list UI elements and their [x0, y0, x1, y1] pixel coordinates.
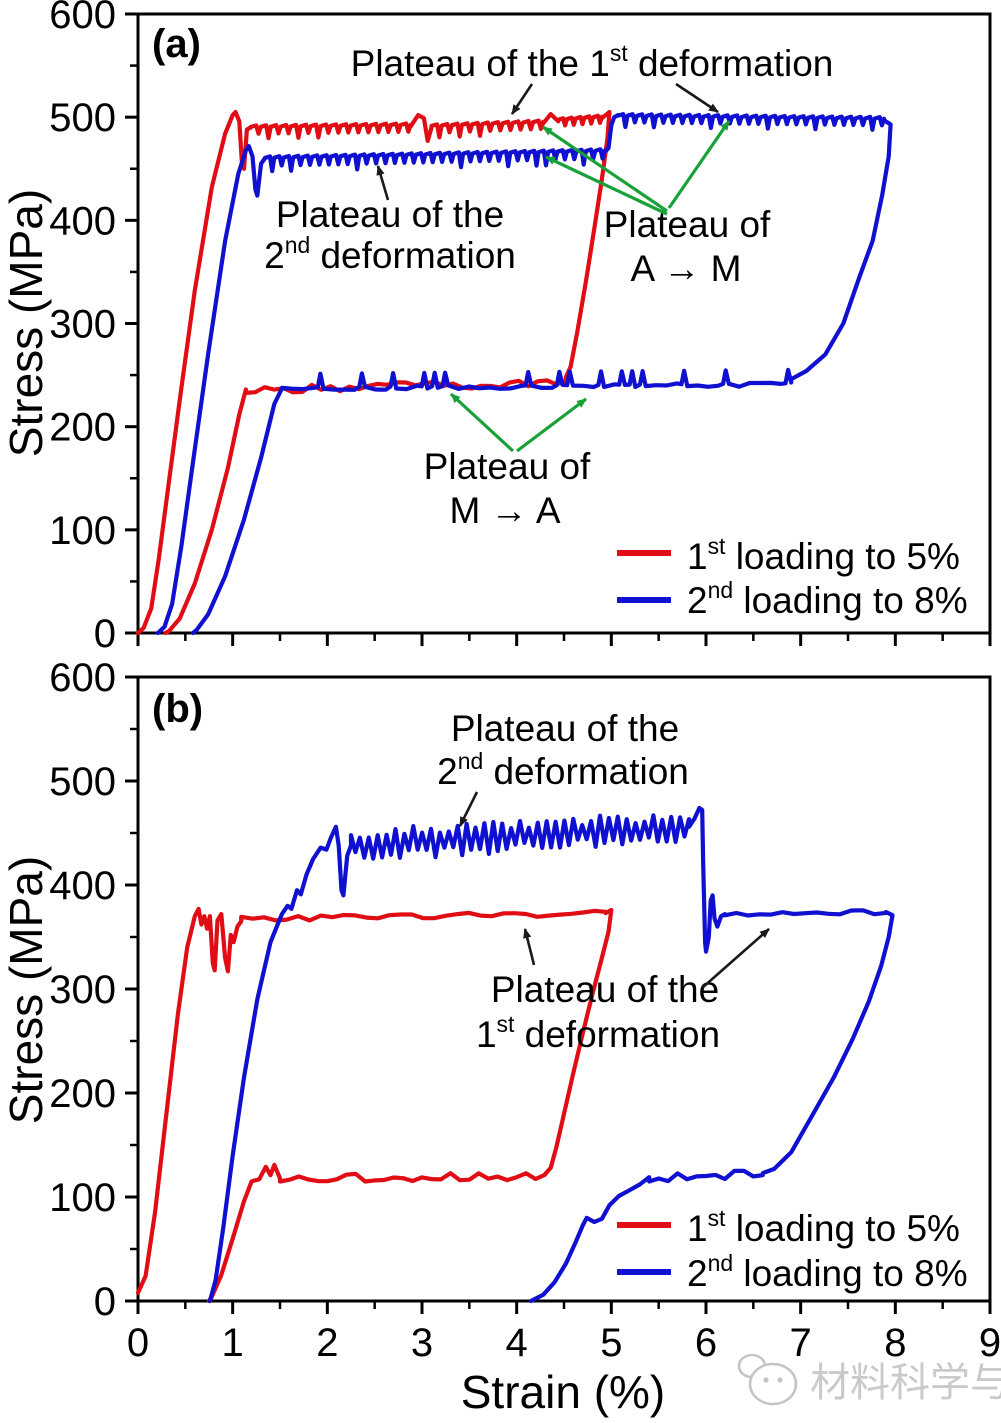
annotation-text-a: A → M: [630, 248, 741, 289]
curve-b-2nd-loading: [207, 805, 895, 1304]
watermark-text: 材料科学与工程: [810, 1361, 1001, 1405]
legend-label: 1st loading to 5%: [687, 533, 960, 577]
y-tick-label: 300: [49, 968, 116, 1012]
annotation-text-a: Plateau of: [604, 204, 771, 245]
annotation-arrow-b: [701, 928, 770, 989]
x-tick-label: 4: [506, 1321, 528, 1365]
annotation-text-b: Plateau of the: [491, 969, 719, 1010]
curve-a-1st-loading: [135, 109, 612, 636]
annotation-arrow-a: [376, 165, 390, 201]
y-tick-label: 100: [49, 1176, 116, 1220]
x-tick-label: 7: [790, 1321, 812, 1365]
y-tick-label: 400: [49, 199, 116, 243]
x-tick-label: 9: [979, 1321, 1001, 1365]
x-tick-label: 8: [884, 1321, 906, 1365]
annotation-text-a: 2nd deformation: [264, 232, 516, 276]
y-tick-label: 0: [94, 612, 116, 656]
annotation-text-a: Plateau of the 1st deformation: [351, 40, 834, 84]
y-tick-label: 500: [49, 96, 116, 140]
y-tick-label: 0: [94, 1280, 116, 1324]
y-tick-label: 300: [49, 303, 116, 347]
y-tick-label: 500: [49, 760, 116, 804]
y-tick-label: 200: [49, 406, 116, 450]
annotation-text-a: M → A: [449, 490, 560, 531]
y-axis-title-b: Stress (MPa): [0, 856, 52, 1124]
annotation-arrow-b: [458, 791, 479, 827]
annotation-text-b: 2nd deformation: [437, 748, 689, 792]
watermark: 材料科学与工程: [737, 1353, 1001, 1406]
x-tick-label: 6: [695, 1321, 717, 1365]
panel-a-label: (a): [152, 22, 201, 66]
y-tick-label: 200: [49, 1072, 116, 1116]
y-tick-label: 400: [49, 864, 116, 908]
x-tick-label: 2: [316, 1321, 338, 1365]
x-tick-label: 0: [127, 1321, 149, 1365]
x-tick-label: 3: [411, 1321, 433, 1365]
annotation-text-b: 1st deformation: [476, 1011, 720, 1055]
legend-a: 1st loading to 5%2nd loading to 8%: [617, 533, 968, 621]
annotation-arrow-a: [545, 155, 668, 216]
panel-b-ticks: [125, 675, 992, 1314]
annotation-text-b: Plateau of the: [451, 708, 679, 749]
legend-label: 1st loading to 5%: [687, 1205, 960, 1249]
y-tick-label: 600: [49, 656, 116, 700]
panel-b-label: (b): [152, 687, 203, 731]
y-tick-label: 600: [49, 0, 116, 37]
panel-a-ticks: [125, 12, 992, 646]
annotation-arrow-b: [523, 928, 536, 966]
legend-label: 2nd loading to 8%: [687, 577, 968, 621]
x-tick-label: 5: [600, 1321, 622, 1365]
annotation-arrow-a: [542, 125, 668, 213]
y-tick-label: 100: [49, 509, 116, 553]
y-axis-title-a: Stress (MPa): [0, 189, 52, 457]
curve-b-1st-loading: [135, 906, 614, 1304]
x-tick-label: 1: [222, 1321, 244, 1365]
annotation-arrow-a: [510, 83, 534, 115]
x-axis-title: Strain (%): [461, 1366, 665, 1418]
curve-a-2nd-loading: [155, 112, 893, 636]
annotation-text-a: Plateau of the: [276, 194, 504, 235]
legend-label: 2nd loading to 8%: [687, 1250, 968, 1294]
annotation-arrow-a: [516, 397, 587, 453]
annotation-arrow-a: [675, 82, 719, 114]
watermark-logo-icon: [737, 1353, 798, 1406]
annotation-arrow-a: [667, 120, 731, 209]
annotation-text-a: Plateau of: [424, 446, 591, 487]
legend-b: 1st loading to 5%2nd loading to 8%: [617, 1205, 968, 1294]
annotation-arrow-a: [449, 392, 515, 453]
